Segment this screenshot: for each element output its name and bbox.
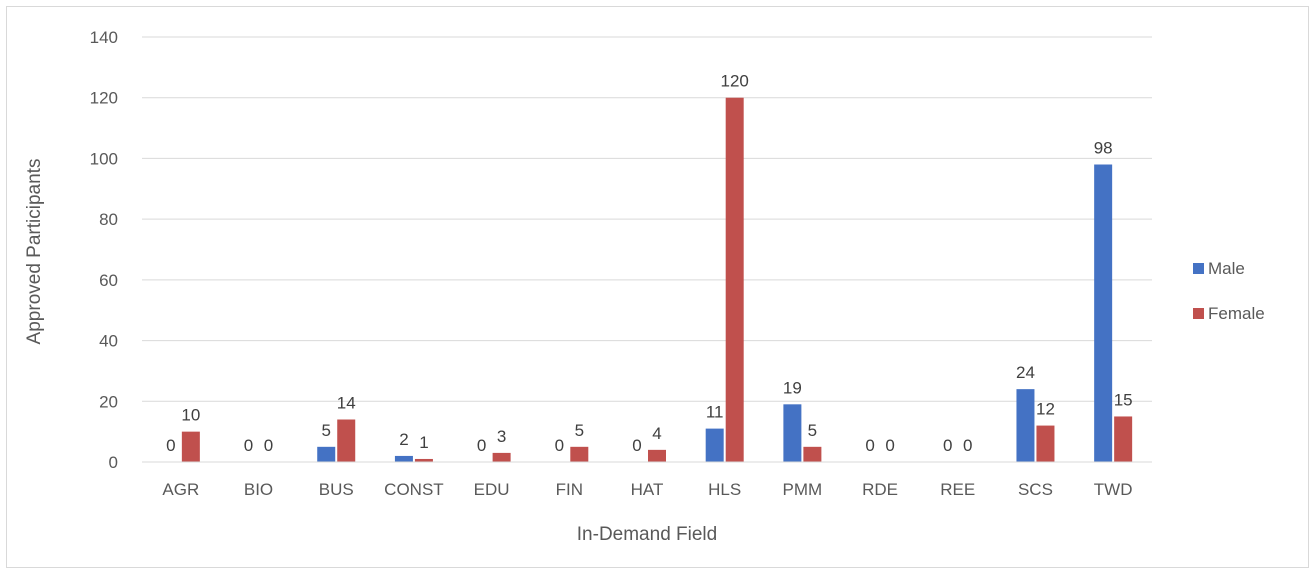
x-axis-ticks: AGR BIO BUS CONST EDU FIN HAT HLS PMM RDE REE SCS TW…	[162, 480, 1132, 499]
x-tick-label: BUS	[319, 480, 354, 499]
bar-female-twd	[1114, 416, 1133, 462]
y-axis-ticks: 0 20 40 60 80 100 120 140	[90, 28, 118, 472]
data-label: 0	[865, 436, 874, 455]
data-label: 0	[963, 436, 972, 455]
y-tick-label: 60	[99, 271, 118, 290]
legend-label-male: Male	[1208, 259, 1245, 278]
bar-female-edu	[492, 452, 511, 462]
x-tick-label: TWD	[1094, 480, 1133, 499]
x-tick-label: CONST	[384, 480, 444, 499]
data-label: 0	[943, 436, 952, 455]
x-tick-label: SCS	[1018, 480, 1053, 499]
data-label: 5	[808, 421, 817, 440]
data-label: 0	[264, 436, 273, 455]
y-tick-label: 120	[90, 89, 118, 108]
data-label: 4	[652, 424, 661, 443]
data-label: 1	[419, 433, 428, 452]
y-axis-title: Approved Participants	[24, 159, 45, 345]
data-label: 0	[632, 436, 641, 455]
bars	[181, 97, 1133, 462]
data-label: 5	[575, 421, 584, 440]
data-label: 5	[321, 421, 330, 440]
bar-female-pmm	[803, 446, 822, 462]
legend: Male Female	[1193, 259, 1265, 323]
x-tick-label: FIN	[556, 480, 583, 499]
bar-female-bus	[337, 419, 356, 462]
data-label: 14	[337, 394, 356, 413]
x-tick-label: AGR	[162, 480, 199, 499]
data-label: 0	[885, 436, 894, 455]
legend-swatch-female	[1193, 308, 1204, 319]
bar-female-scs	[1036, 425, 1055, 462]
legend-label-female: Female	[1208, 304, 1265, 323]
x-axis-title: In-Demand Field	[577, 524, 717, 545]
data-label: 2	[399, 430, 408, 449]
gridlines	[142, 36, 1152, 402]
bar-male-bus	[317, 446, 336, 462]
bar-male-pmm	[783, 404, 802, 462]
data-label: 0	[244, 436, 253, 455]
data-label: 0	[166, 436, 175, 455]
y-tick-label: 80	[99, 210, 118, 229]
chart-frame	[6, 6, 1309, 568]
data-label: 24	[1016, 363, 1035, 382]
y-tick-label: 0	[109, 453, 118, 472]
data-label: 98	[1094, 139, 1113, 158]
x-tick-label: RDE	[862, 480, 898, 499]
bar-male-hls	[705, 428, 724, 462]
data-label: 15	[1114, 390, 1133, 409]
x-tick-label: REE	[940, 480, 975, 499]
bar-female-const	[414, 458, 433, 462]
data-label: 11	[706, 403, 724, 422]
y-tick-label: 140	[90, 28, 118, 47]
legend-swatch-male	[1193, 263, 1204, 274]
y-tick-label: 20	[99, 392, 118, 411]
x-tick-label: EDU	[474, 480, 510, 499]
data-label: 120	[721, 72, 749, 91]
x-tick-label: PMM	[783, 480, 823, 499]
y-tick-label: 100	[90, 149, 118, 168]
bar-male-const	[394, 455, 413, 462]
data-label: 12	[1036, 400, 1055, 419]
data-label: 0	[555, 436, 564, 455]
bar-female-hat	[648, 449, 666, 462]
bar-female-agr	[181, 431, 200, 462]
x-tick-label: HLS	[708, 480, 741, 499]
x-tick-label: BIO	[244, 480, 273, 499]
data-label: 3	[497, 427, 506, 446]
bar-male-twd	[1094, 164, 1113, 462]
data-label: 0	[477, 436, 486, 455]
data-label: 19	[783, 378, 802, 397]
x-tick-label: HAT	[631, 480, 664, 499]
data-label: 10	[181, 406, 200, 425]
bar-female-fin	[570, 446, 589, 462]
bar-male-scs	[1016, 389, 1035, 462]
bar-female-hls	[725, 97, 744, 462]
y-tick-label: 40	[99, 332, 118, 351]
